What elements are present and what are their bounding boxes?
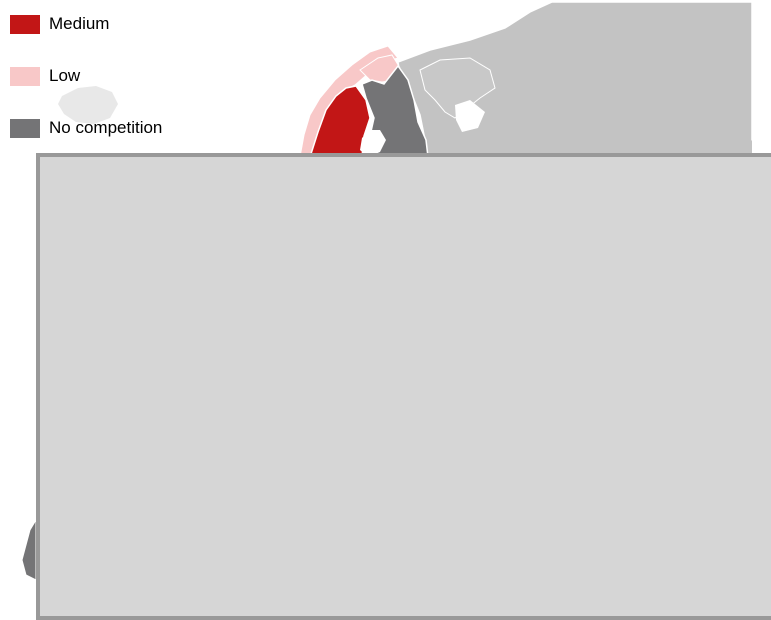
iceland-region <box>58 86 118 124</box>
map-overlay-panel <box>36 153 771 620</box>
legend-item-no-competition: No competition <box>10 118 162 138</box>
legend-label-no-competition: No competition <box>49 118 163 137</box>
legend-label-low: Low <box>49 66 81 85</box>
portugal-region <box>21 518 37 581</box>
legend-swatch-low <box>10 66 40 86</box>
gulf-of-bothnia <box>360 130 386 157</box>
legend-item-low: Low <box>10 66 80 86</box>
legend-swatch-medium <box>10 14 40 34</box>
east-edge-land <box>742 140 752 157</box>
legend-swatch-no-competition <box>10 118 40 138</box>
legend-item-medium: Medium <box>10 14 109 34</box>
white-sea <box>455 100 485 132</box>
legend-label-medium: Medium <box>49 14 110 33</box>
